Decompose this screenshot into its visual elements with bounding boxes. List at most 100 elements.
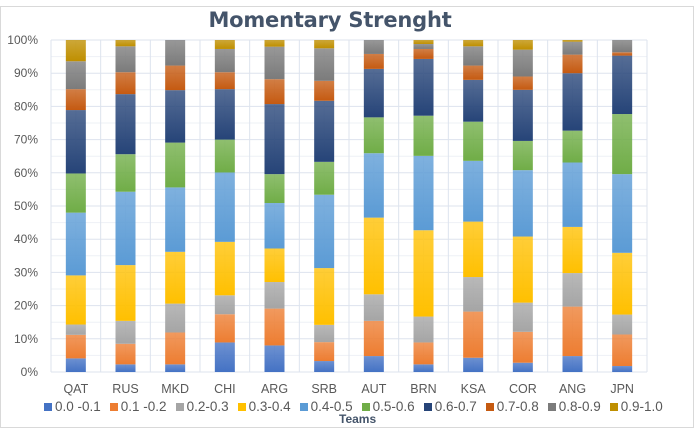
bar-segment (463, 311, 484, 358)
x-tick-label: SRB (311, 382, 337, 396)
bar-segment (463, 46, 484, 66)
bar-segment (562, 54, 583, 74)
legend-label: 0.8-0.9 (558, 399, 601, 414)
legend-label: 0.1 -0.2 (120, 399, 167, 414)
bar-segment (562, 226, 583, 274)
x-tick-label: RUS (112, 382, 138, 396)
legend-swatch (237, 402, 246, 411)
bar-segment (165, 142, 186, 188)
bar-stack-srb (314, 40, 335, 372)
bar-segment (562, 356, 583, 372)
legend-swatch (44, 402, 52, 411)
legend-label: 0.2-0.3 (186, 399, 229, 414)
bar-segment (413, 364, 434, 372)
bar-segment (463, 79, 484, 122)
bar-segment (363, 68, 384, 118)
legend-label: 0.3-0.4 (248, 399, 291, 414)
bar-segment (512, 140, 533, 171)
bar-segment (463, 40, 484, 47)
y-tick-label: 80% (14, 99, 38, 113)
bar-segment (314, 194, 335, 269)
bar-segment (612, 334, 633, 367)
bar-segment (214, 172, 235, 242)
y-tick-label: 40% (14, 232, 38, 246)
x-tick-label: CHI (214, 382, 236, 396)
x-tick-label: COR (509, 382, 537, 396)
legend-swatch (485, 402, 494, 411)
bar-segment (264, 79, 285, 105)
y-tick-label: 70% (14, 133, 38, 147)
x-tick-label: AUT (361, 382, 386, 396)
bar-segment (612, 40, 633, 53)
legend: 0.0 -0.1 0.1 -0.2 0.2-0.3 0.3-0.4 0.4-0.5 0.5… (44, 399, 672, 414)
bar-segment (65, 173, 86, 213)
bar-segment (413, 342, 434, 365)
bar-segment (413, 230, 434, 317)
bar-segment (512, 236, 533, 303)
bar-segment (165, 303, 186, 333)
bar-segment (165, 364, 186, 372)
legend-swatch (175, 402, 184, 411)
bar-segment (512, 331, 533, 363)
x-axis-label: Teams (339, 412, 377, 426)
bar-segment (463, 357, 484, 372)
bar-segment (612, 174, 633, 253)
bar-stack-chi (214, 40, 235, 372)
legend-item: 0.3-0.4 (237, 399, 291, 414)
legend-label: 0.0 -0.1 (55, 399, 101, 414)
y-tick-label: 10% (14, 332, 38, 346)
bar-segment (612, 114, 633, 175)
legend-item: 0.1 -0.2 (109, 399, 167, 414)
bar-segment (115, 191, 136, 266)
bar-segment (314, 161, 335, 195)
y-tick-label: 100% (7, 33, 38, 47)
bar-segment (264, 282, 285, 309)
bar-stack-arg (264, 40, 285, 372)
bar-segment (562, 130, 583, 163)
legend-label: 0.4-0.5 (310, 399, 353, 414)
bar-segment (612, 252, 633, 315)
bar-segment (115, 40, 136, 47)
y-tick-label: 60% (14, 166, 38, 180)
bar-segment (413, 115, 434, 156)
legend-swatch (609, 402, 618, 411)
legend-swatch (547, 402, 556, 411)
bar-segment (413, 43, 434, 49)
bar-segment (214, 342, 235, 372)
bar-segment (512, 302, 533, 332)
x-tick-label: KSA (461, 382, 487, 396)
bar-segment (463, 121, 484, 161)
bar-stack-jpn (612, 40, 633, 372)
y-tick-label: 20% (14, 299, 38, 313)
legend-item: 0.2-0.3 (175, 399, 229, 414)
bar-segment (562, 40, 583, 42)
bar-segment (165, 187, 186, 252)
bar-segment (115, 46, 136, 73)
bar-segment (512, 40, 533, 50)
legend-label: 0.7-0.8 (496, 399, 539, 414)
legend-label: 0.5-0.6 (372, 399, 415, 414)
bar-segment (115, 72, 136, 95)
x-tick-label: ARG (261, 382, 288, 396)
bar-segment (413, 155, 434, 231)
bar-segment (115, 343, 136, 365)
bar-segment (463, 221, 484, 278)
bar-segment (314, 268, 335, 325)
bar-segment (165, 251, 186, 304)
y-tick-label: 0% (21, 365, 39, 379)
bar-segment (363, 294, 384, 321)
bar-segment (115, 364, 136, 372)
x-tick-label: QAT (63, 382, 88, 396)
bar-segment (115, 154, 136, 192)
bar-segment (562, 273, 583, 307)
bar-segment (363, 40, 384, 54)
bar-segment (413, 316, 434, 343)
bar-segment (562, 41, 583, 55)
bar-segment (562, 73, 583, 131)
bar-segment (264, 248, 285, 283)
bar-stack-rus (115, 40, 136, 372)
bar-segment (65, 61, 86, 90)
bar-segment (165, 65, 186, 91)
bar-segment (463, 160, 484, 222)
